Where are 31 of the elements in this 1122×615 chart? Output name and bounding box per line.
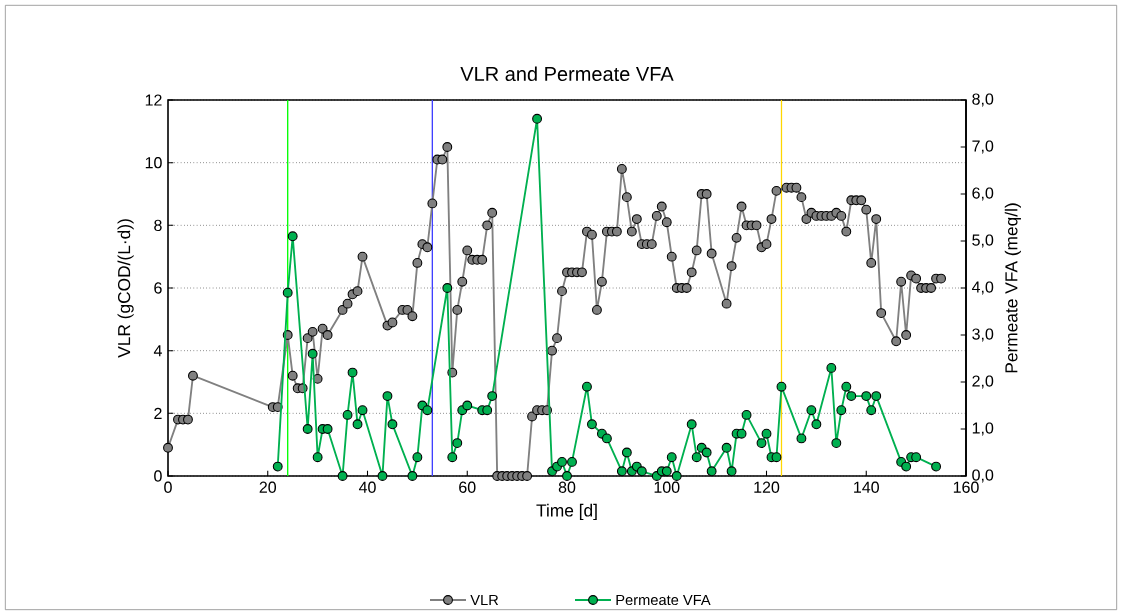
y2-tick-label: 4,0 — [971, 281, 994, 295]
x-tick-label: 100 — [654, 481, 680, 493]
y2-axis-title: Permeate VFA (meq/l) — [1004, 203, 1021, 373]
x-tick-label: 160 — [953, 481, 979, 493]
chart-title: VLR and Permeate VFA — [460, 66, 674, 82]
y2-tick-label: 5,0 — [972, 234, 994, 248]
y2-tick-label: 2,0 — [972, 375, 994, 389]
y2-tick-label: 0,0 — [972, 469, 994, 483]
y2-tick-label: 8,0 — [972, 93, 994, 107]
y-tick-label: 10 — [145, 157, 162, 169]
x-tick-label: 20 — [259, 481, 277, 493]
x-tick-label: 80 — [558, 481, 576, 493]
y-tick-label: 0 — [154, 470, 162, 482]
y2-tick-label: 7,0 — [972, 140, 994, 154]
y2-tick-label: 6,0 — [972, 187, 994, 201]
y-tick-label: 8 — [154, 219, 162, 231]
x-tick-label: 40 — [358, 481, 376, 493]
y-tick-label: 2 — [154, 407, 162, 419]
y-tick-label: 4 — [153, 345, 162, 357]
legend-label: Permeate VFA — [616, 594, 711, 606]
x-tick-label: 60 — [459, 481, 476, 493]
y-tick-label: 6 — [154, 282, 162, 294]
legend-label: VLR — [470, 594, 499, 606]
x-axis-title: Time [d] — [536, 503, 597, 521]
x-tick-label: 120 — [754, 481, 780, 493]
y2-tick-label: 3,0 — [972, 328, 994, 342]
y-axis-title: VLR (gCOD/(L·d)) — [117, 219, 134, 358]
y2-tick-label: 1,0 — [972, 422, 994, 436]
x-tick-label: 0 — [164, 481, 172, 493]
y-tick-label: 12 — [145, 94, 162, 106]
x-tick-label: 140 — [854, 481, 879, 493]
